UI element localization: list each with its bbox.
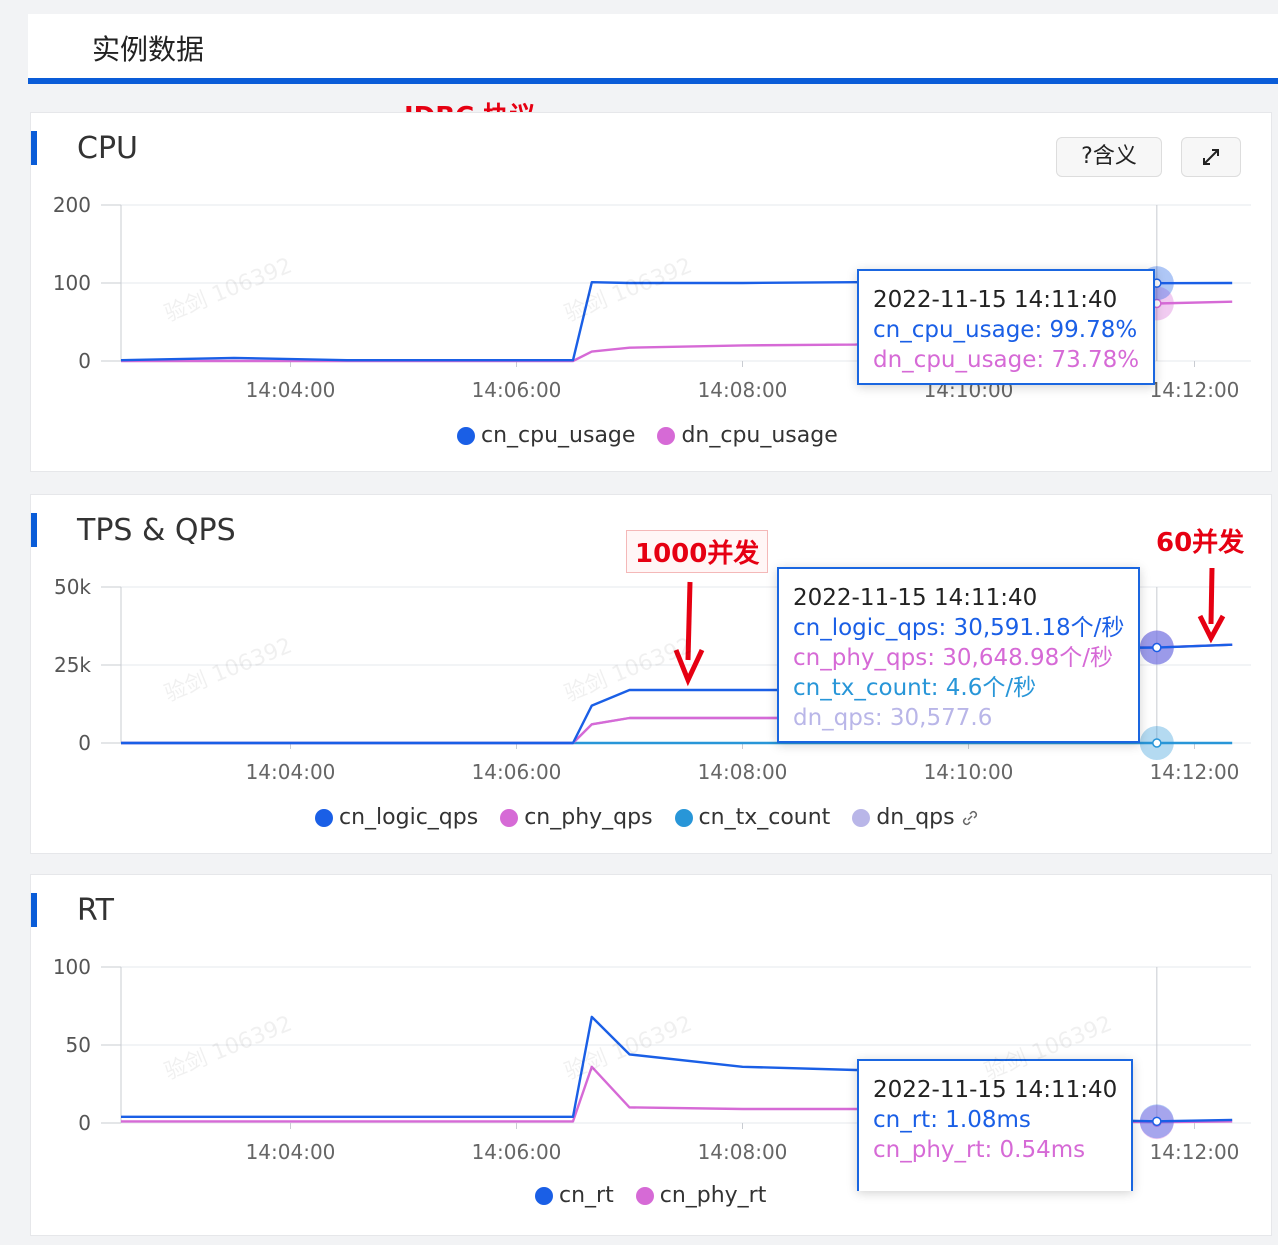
page-title: 实例数据: [92, 33, 205, 66]
x-tick-label: 14:06:00: [472, 378, 562, 402]
y-tick-label: 0: [78, 349, 91, 373]
x-tick-label: 14:08:00: [698, 1140, 788, 1164]
section-marker: [31, 893, 37, 927]
cpu-tooltip: 2022-11-15 14:11:40 cn_cpu_usage: 99.78%…: [857, 269, 1156, 385]
hover-point-cn_logic_qps: [1152, 642, 1162, 653]
section-marker: [31, 513, 37, 547]
x-tick-label: 14:12:00: [1150, 760, 1240, 784]
legend-item-cn-phy-rt[interactable]: cn_phy_rt: [635, 1183, 767, 1208]
hover-point-cn_rt: [1152, 1116, 1162, 1127]
link-icon: [962, 810, 977, 825]
cpu-title: CPU: [77, 131, 138, 166]
x-tick-label: 14:12:00: [1150, 1140, 1240, 1164]
page-header: 实例数据: [28, 14, 1278, 84]
arrow-down-icon: [1197, 567, 1226, 644]
tooltip-time: 2022-11-15 14:11:40: [793, 585, 1038, 611]
header-underline: [28, 78, 1278, 84]
tps-qps-tooltip: 2022-11-15 14:11:40 cn_logic_qps: 30,591…: [777, 567, 1141, 743]
legend-label: cn_cpu_usage: [481, 423, 636, 448]
x-tick-label: 14:08:00: [698, 760, 788, 784]
y-tick-label: 100: [53, 955, 91, 979]
x-tick-label: 14:04:00: [246, 1140, 336, 1164]
tps-qps-legend: cn_logic_qps cn_phy_qps cn_tx_count dn_q…: [315, 805, 979, 830]
section-marker: [31, 131, 37, 165]
tooltip-line: cn_tx_count: 4.6个/秒: [793, 675, 1037, 701]
x-tick-label: 14:06:00: [472, 760, 562, 784]
legend-item-dn-cpu-usage[interactable]: dn_cpu_usage: [657, 423, 838, 448]
tooltip-time: 2022-11-15 14:11:40: [873, 287, 1118, 313]
y-tick-label: 0: [78, 731, 91, 755]
y-tick-label: 0: [78, 1111, 91, 1135]
legend-item-cn-logic-qps[interactable]: cn_logic_qps: [315, 805, 478, 830]
x-tick-label: 14:06:00: [472, 1140, 562, 1164]
y-tick-label: 25k: [54, 653, 91, 677]
y-tick-label: 50: [66, 1033, 91, 1057]
legend-item-cn-phy-qps[interactable]: cn_phy_qps: [500, 805, 653, 830]
rt-legend: cn_rt cn_phy_rt: [535, 1183, 766, 1208]
x-tick-label: 14:04:00: [246, 378, 336, 402]
legend-item-cn-rt[interactable]: cn_rt: [535, 1183, 614, 1208]
x-tick-label: 14:10:00: [924, 760, 1014, 784]
tooltip-line: cn_phy_qps: 30,648.98个/秒: [793, 645, 1114, 671]
arrow-down-icon: [673, 581, 705, 687]
tooltip-line: cn_rt: 1.08ms: [873, 1107, 1031, 1133]
tooltip-line: cn_logic_qps: 30,591.18个/秒: [793, 615, 1125, 641]
expand-icon: [1203, 149, 1219, 165]
y-tick-label: 50k: [54, 575, 91, 599]
legend-label: dn_cpu_usage: [681, 423, 838, 448]
y-tick-label: 200: [53, 193, 91, 217]
rt-tooltip: 2022-11-15 14:11:40 cn_rt: 1.08ms cn_phy…: [857, 1059, 1134, 1191]
legend-label: cn_phy_rt: [659, 1183, 767, 1208]
legend-label: cn_tx_count: [698, 805, 831, 830]
legend-item-cn-cpu-usage[interactable]: cn_cpu_usage: [457, 423, 635, 448]
tps-qps-chart: 50k 25k 0 14:04:00 14:06:00 14:08:00 14:10:00 1…: [54, 575, 1251, 784]
x-tick-label: 14:08:00: [698, 378, 788, 402]
rt-title: RT: [77, 893, 114, 928]
x-tick-label: 14:12:00: [1150, 378, 1240, 402]
annotation-1000-concurrency: 1000并发: [626, 530, 769, 573]
annotation-60-concurrency: 60并发: [1156, 528, 1245, 558]
tooltip-line: dn_qps: 30,577.6: [793, 705, 993, 731]
expand-button[interactable]: [1181, 137, 1241, 177]
meaning-button[interactable]: ?含义: [1056, 137, 1162, 177]
legend-label: cn_phy_qps: [524, 805, 653, 830]
rt-card: RT 10050014:04:0014:06:0014:08:0014:10:0…: [30, 874, 1272, 1236]
tooltip-line: cn_cpu_usage: 99.78%: [873, 317, 1138, 343]
x-tick-label: 14:04:00: [246, 760, 336, 784]
cpu-legend: cn_cpu_usage dn_cpu_usage: [457, 423, 838, 448]
tooltip-line: cn_phy_rt: 0.54ms: [873, 1137, 1086, 1163]
legend-label: cn_logic_qps: [339, 805, 479, 830]
y-tick-label: 100: [53, 271, 91, 295]
tooltip-time: 2022-11-15 14:11:40: [873, 1077, 1118, 1103]
legend-label: dn_qps: [876, 805, 955, 830]
tps-qps-title: TPS & QPS: [77, 513, 236, 548]
legend-label: cn_rt: [559, 1183, 614, 1208]
hover-point-cn_tx_count: [1152, 738, 1162, 748]
tooltip-line: dn_cpu_usage: 73.78%: [873, 347, 1140, 373]
legend-item-cn-tx-count[interactable]: cn_tx_count: [674, 805, 831, 830]
cpu-card: CPU ?含义 200 100 0 14:04:00 14:06:00 14:08:00 1…: [30, 112, 1272, 472]
legend-item-dn-qps[interactable]: dn_qps: [852, 805, 978, 830]
